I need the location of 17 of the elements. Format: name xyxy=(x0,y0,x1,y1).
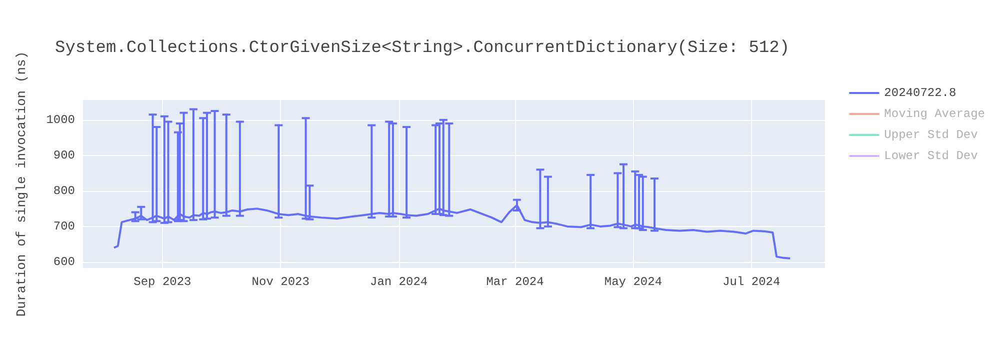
legend-label: Moving Average xyxy=(884,107,986,121)
legend-label: Upper Std Dev xyxy=(884,128,978,142)
y-tick-label: 600 xyxy=(53,254,75,269)
y-tick-label: 700 xyxy=(53,219,75,234)
x-tick-label: Jul 2024 xyxy=(722,275,780,289)
legend-label: Lower Std Dev xyxy=(884,149,978,163)
x-tick-label: May 2024 xyxy=(604,275,662,289)
x-tick-label: Mar 2024 xyxy=(486,275,544,289)
chart-title: System.Collections.CtorGivenSize<String>.ConcurrentDictionary(Size: 512) xyxy=(55,39,790,58)
x-tick-label: Nov 2023 xyxy=(252,275,310,289)
x-tick-label: Sep 2023 xyxy=(134,275,192,289)
y-axis-title: Duration of single invocation (ns) xyxy=(14,51,29,317)
x-tick-label: Jan 2024 xyxy=(370,275,428,289)
y-tick-label: 800 xyxy=(53,184,75,198)
legend-label: 20240722.8 xyxy=(884,86,956,100)
y-tick-label: 1000 xyxy=(46,112,75,127)
y-tick-label: 900 xyxy=(53,148,75,162)
